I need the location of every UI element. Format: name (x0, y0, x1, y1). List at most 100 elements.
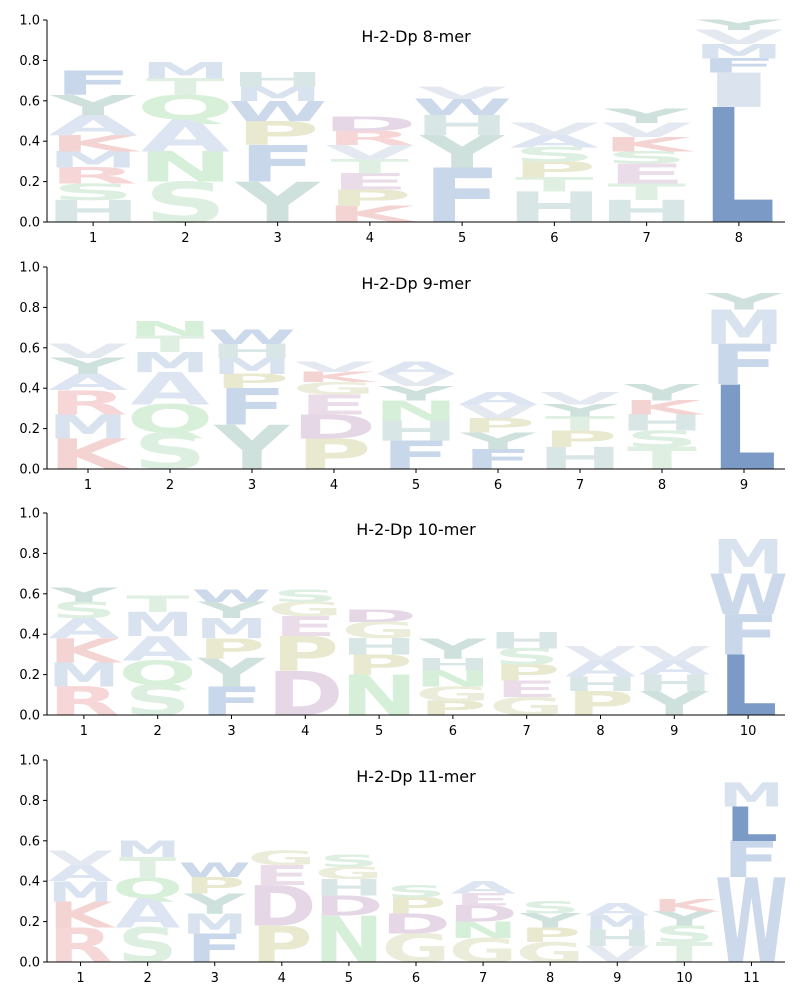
logo-letter: F (709, 334, 779, 398)
logo-letter: S (520, 898, 580, 917)
logo-letter: H (373, 415, 459, 447)
y-tick-label: 0.2 (19, 422, 40, 437)
logo-letter: P (512, 157, 597, 183)
y-tick-label: 0.2 (19, 175, 40, 190)
y-tick-label: 0.4 (19, 875, 40, 890)
logo-letter: Y (49, 584, 118, 607)
logo-letter: M (122, 606, 194, 644)
x-tick-label: 9 (613, 971, 621, 986)
x-tick-label: 1 (84, 478, 92, 493)
logo-letter: Y (183, 888, 246, 920)
logo-letter: P (214, 371, 289, 393)
logo-letter: S (52, 179, 135, 205)
logo-letter: S (513, 144, 596, 166)
logo-letter: H (314, 875, 384, 901)
logo-letter: D (381, 908, 451, 940)
logo-letter: D (314, 890, 384, 922)
logo-letter: Y (653, 908, 716, 930)
logo-letter: I (696, 64, 782, 119)
logo-letter: E (274, 611, 337, 643)
logo-letter: V (418, 84, 508, 103)
logo-letter: H (414, 655, 491, 675)
y-tick-label: 1.0 (19, 507, 40, 522)
logo-letter: A (115, 889, 180, 937)
x-tick-label: 10 (740, 724, 757, 739)
logo-letter: Q (112, 872, 183, 904)
logo-letter: D (291, 408, 376, 447)
logo-letter: M (704, 300, 784, 355)
logo-letter: P (460, 415, 535, 437)
logo-letter: N (137, 144, 233, 192)
x-tick-label: 11 (743, 971, 760, 986)
logo-letter: D (341, 607, 418, 627)
logo-letter: N (414, 666, 491, 692)
logo-panel-3: RMKASYSQAMTFYPMYWDPEGSNPHGDPGNHYGEPSHPHA… (19, 507, 788, 740)
logo-letter: P (493, 660, 561, 686)
y-tick-label: 0.8 (19, 547, 40, 562)
logo-letter: A (130, 363, 209, 415)
x-tick-label: 4 (301, 724, 309, 739)
logo-letter: R (325, 127, 414, 149)
x-tick-label: 9 (740, 478, 748, 493)
logo-letter: W (708, 563, 788, 628)
logo-letter: H (619, 410, 705, 436)
logo-letter: G (314, 864, 383, 883)
logo-letter: R (49, 163, 138, 189)
logo-letter: A (49, 109, 138, 141)
logo-letter: L (725, 798, 778, 853)
logo-letter: E (454, 890, 511, 909)
logo-letter: K (294, 369, 377, 385)
y-tick-label: 0.6 (19, 94, 40, 109)
logo-letter: M (140, 58, 230, 84)
logo-letter: V (602, 119, 691, 141)
logo-letter: N (127, 318, 213, 340)
x-tick-label: 3 (273, 231, 281, 246)
logo-letter: G (247, 848, 316, 870)
logo-letter: A (458, 389, 538, 408)
x-tick-label: 5 (458, 231, 466, 246)
logo-letter: E (607, 158, 686, 190)
logo-letter: A (141, 110, 231, 162)
logo-letter: P (385, 893, 446, 919)
logo-letter: Q (136, 88, 234, 127)
y-tick-label: 1.0 (19, 261, 40, 276)
logo-letter: H (636, 670, 713, 696)
logo-letter: K (325, 201, 418, 227)
logo-letter: V (565, 642, 637, 665)
logo-letter: K (652, 896, 720, 915)
logo-letter: V (294, 359, 374, 375)
logo-letter: W (228, 95, 328, 127)
logo-letter: K (48, 431, 131, 479)
y-tick-label: 1.0 (19, 14, 40, 29)
x-tick-label: 8 (735, 231, 743, 246)
logo-letter: M (48, 876, 113, 908)
logo-letter: H (582, 926, 652, 952)
y-tick-label: 0.4 (19, 135, 40, 150)
y-tick-label: 1.0 (19, 754, 40, 769)
logo-letter: N (448, 918, 518, 944)
logo-letter: F (217, 379, 287, 437)
logo-letter: P (271, 628, 339, 683)
x-tick-label: 1 (76, 971, 84, 986)
logo-letter: A (48, 613, 120, 645)
logo-letter: Q (126, 397, 213, 442)
y-tick-label: 0.0 (19, 463, 40, 478)
logo-letter: A (122, 630, 194, 668)
logo-letter: S (386, 882, 446, 901)
x-tick-label: 4 (278, 971, 286, 986)
logo-letter: A (451, 878, 516, 897)
y-tick-label: 0.2 (19, 915, 40, 930)
logo-letter: P (542, 426, 617, 452)
logo-letter: E (253, 860, 310, 892)
logo-letter: L (711, 361, 776, 497)
x-tick-label: 6 (412, 971, 420, 986)
logo-letter: K (48, 895, 116, 937)
logo-letter: G (267, 598, 343, 621)
x-tick-label: 7 (642, 231, 650, 246)
logo-letter: A (510, 132, 600, 151)
x-tick-label: 8 (546, 971, 554, 986)
logo-letter: Q (118, 655, 196, 693)
logo-letter: A (48, 370, 127, 396)
x-tick-label: 5 (375, 724, 383, 739)
